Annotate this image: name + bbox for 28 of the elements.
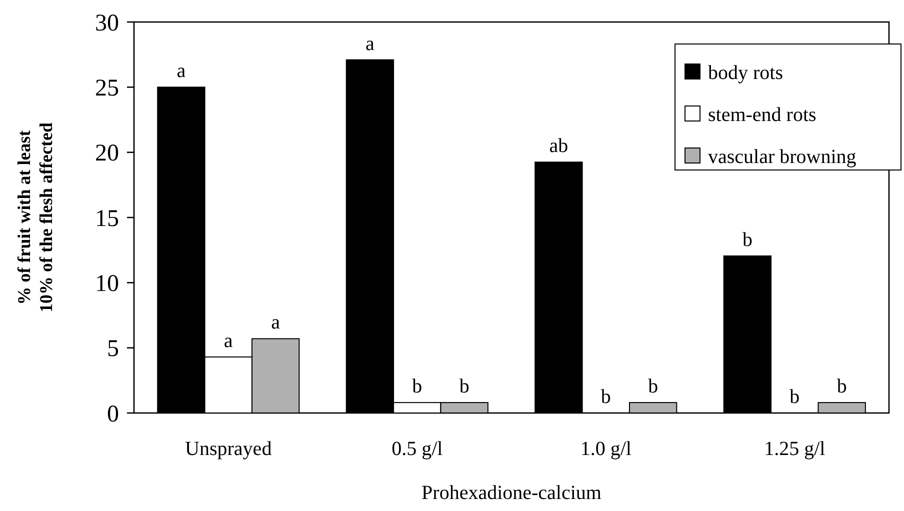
data-label: b	[790, 386, 800, 408]
data-label: b	[459, 376, 470, 398]
data-label: b	[742, 228, 752, 251]
legend-label: stem-end rots	[708, 104, 817, 126]
data-label: a	[224, 330, 233, 352]
legend-label: vascular browning	[708, 146, 856, 168]
x-axis-title: Prohexadione-calcium	[422, 482, 602, 504]
y-tick-label: 15	[95, 206, 119, 232]
data-label: b	[648, 376, 658, 398]
data-label: b	[836, 376, 847, 398]
y-tick-label: 30	[95, 10, 119, 36]
x-tick-label: 0.5 g/l	[392, 438, 444, 460]
data-label: a	[176, 60, 186, 82]
y-tick-label: 20	[95, 140, 119, 167]
data-label: a	[365, 32, 374, 55]
data-label: b	[600, 386, 611, 408]
x-tick-label: 1.0 g/l	[580, 438, 632, 460]
y-tick-label: 10	[95, 271, 119, 298]
data-label: ab	[549, 135, 568, 158]
x-tick-label: 1.25 g/l	[764, 438, 826, 460]
legend-label: body rots	[708, 62, 784, 84]
y-tick-label: 5	[107, 336, 119, 362]
y-axis-title: % of fruit with at least 10% of the flesh affected	[14, 122, 56, 312]
y-tick-label: 25	[95, 76, 119, 102]
x-tick-label: Unsprayed	[185, 438, 272, 460]
data-label: b	[412, 376, 422, 398]
y-tick-label: 0	[107, 401, 119, 428]
data-label: a	[271, 312, 280, 334]
